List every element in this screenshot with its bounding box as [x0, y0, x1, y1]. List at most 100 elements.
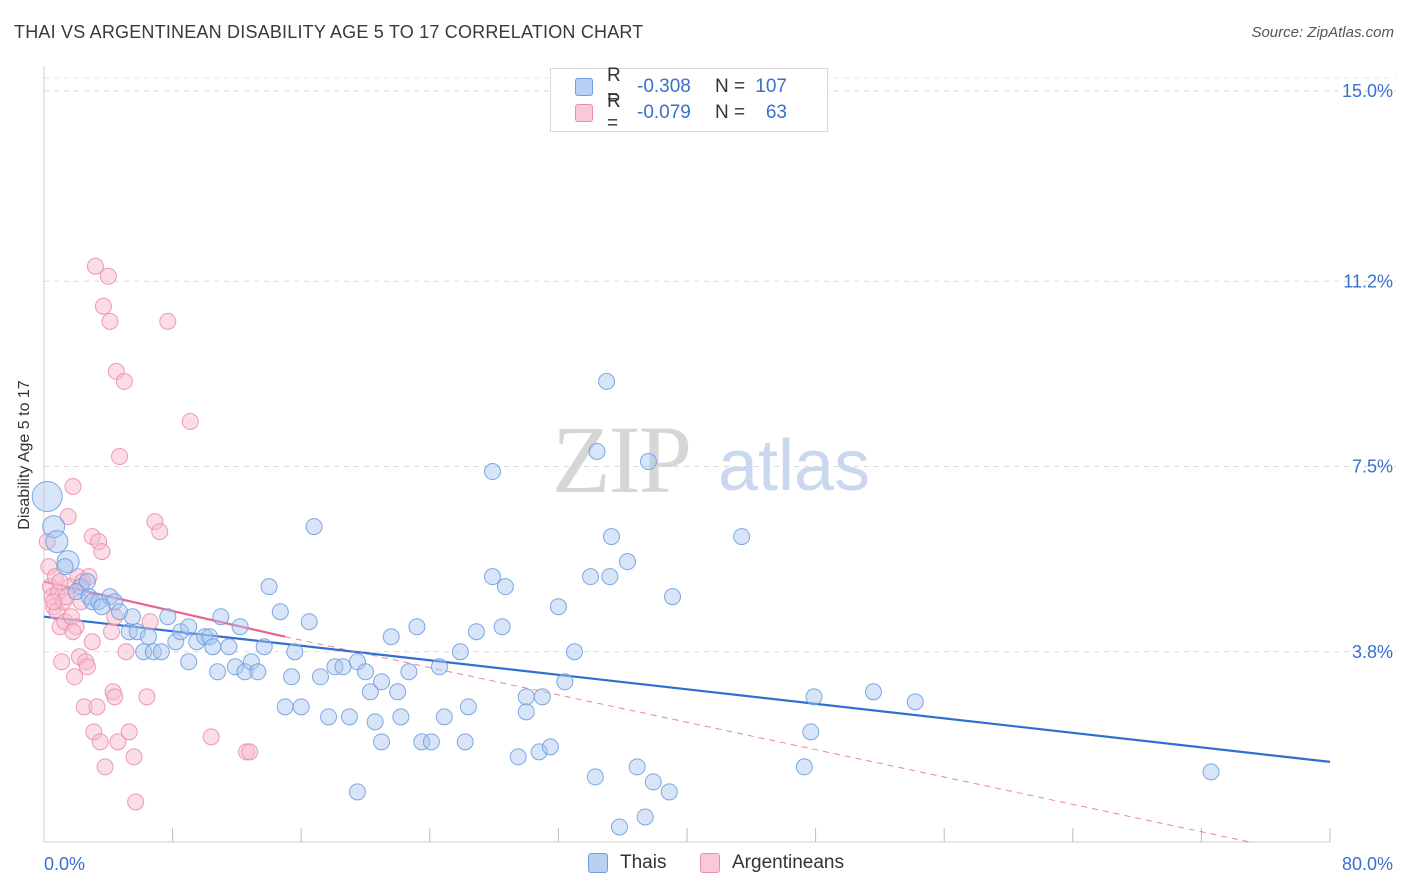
argentineans-point — [120, 723, 138, 741]
thais-point — [106, 593, 124, 611]
thais-point — [80, 588, 98, 606]
legend-r-label: R = — [607, 65, 621, 108]
thais-point — [67, 583, 85, 601]
argentineans-point — [103, 623, 121, 641]
thais-point — [636, 808, 654, 826]
thais-trend-line — [43, 615, 1331, 763]
watermark: ZIP atlas — [552, 406, 870, 513]
y-tick-label: 7.5% — [1352, 457, 1393, 477]
thais-point — [389, 683, 407, 701]
thais-point — [382, 628, 400, 646]
thais-point — [311, 668, 329, 686]
thais-point — [435, 708, 453, 726]
thais-point — [533, 688, 551, 706]
thais-point — [422, 733, 440, 751]
legend-row-argentineans: R = -0.079 N = 63 — [575, 91, 787, 134]
thais-point — [56, 550, 80, 574]
y-axis-label: Disability Age 5 to 17 — [16, 380, 33, 530]
thais-point — [292, 698, 310, 716]
thais-point — [242, 653, 260, 671]
thais-points — [31, 372, 1220, 836]
thais-point — [271, 603, 289, 621]
thais-point — [152, 643, 170, 661]
y-tick-label: 3.8% — [1352, 642, 1393, 662]
thais-point — [366, 713, 384, 731]
thais-point — [619, 553, 637, 571]
thais-point — [467, 623, 485, 641]
legend-r-label: R = — [607, 91, 621, 134]
thais-point — [180, 653, 198, 671]
argentineans-point — [83, 633, 101, 651]
legend-r-value: -0.308 — [637, 76, 691, 97]
correlation-legend: R = -0.308 N = 107 R = -0.079 N = 63 — [550, 65, 828, 134]
gridlines — [44, 77, 1396, 653]
thais-point — [565, 643, 583, 661]
thais-point — [628, 758, 646, 776]
thais-point — [286, 643, 304, 661]
thais-point — [334, 658, 352, 676]
thais-point — [361, 683, 379, 701]
series-legend-thais[interactable]: Thais — [588, 852, 666, 874]
thais-point — [31, 481, 63, 513]
argentineans-point — [64, 478, 82, 496]
thais-point — [660, 783, 678, 801]
thais-point — [305, 518, 323, 536]
thais-point — [408, 618, 426, 636]
thais-point — [45, 530, 69, 554]
thais-point — [493, 618, 511, 636]
argentineans-point — [106, 688, 124, 706]
y-axis-label-wrap: Disability Age 5 to 17 — [16, 306, 34, 529]
thais-point — [283, 668, 301, 686]
series-legend-argentineans[interactable]: Argentineans — [700, 852, 844, 874]
thais-point — [586, 768, 604, 786]
thais-point — [602, 528, 620, 546]
legend-n-value: 63 — [765, 102, 787, 123]
thais-point — [300, 613, 318, 631]
watermark-zip: ZIP — [552, 406, 690, 513]
legend-n-label: N = — [715, 76, 746, 97]
thais-point — [598, 372, 616, 390]
thais-point — [123, 608, 141, 626]
thais-point — [111, 603, 129, 621]
thais-point — [373, 673, 391, 691]
thais-point — [456, 733, 474, 751]
thais-point — [226, 658, 244, 676]
thais-swatch — [575, 78, 593, 96]
thais-legend-swatch — [588, 853, 608, 873]
argentineans-point — [66, 668, 84, 686]
thais-point — [795, 758, 813, 776]
thais-point — [255, 638, 273, 656]
thais-point — [906, 693, 924, 711]
argentineans-points — [38, 257, 259, 811]
thais-point — [392, 708, 410, 726]
argentineans-point — [241, 743, 259, 761]
thais-point — [249, 663, 267, 681]
argentineans-point — [86, 257, 104, 275]
argentineans-point — [88, 698, 106, 716]
argentineans-point — [138, 688, 156, 706]
chart-title: THAI VS ARGENTINEAN DISABILITY AGE 5 TO … — [14, 22, 644, 42]
thais-point — [517, 688, 535, 706]
thais-point — [167, 633, 185, 651]
argentineans-point — [109, 733, 127, 751]
thais-point — [201, 628, 219, 646]
thais-point — [159, 608, 177, 626]
thais-point — [93, 598, 111, 616]
argentineans-point — [99, 267, 117, 285]
thais-point — [139, 628, 157, 646]
argentineans-point — [117, 643, 135, 661]
x-tick-label: 0.0% — [44, 854, 85, 874]
thais-point — [42, 515, 66, 539]
thais-point — [276, 698, 294, 716]
axes — [43, 66, 1331, 843]
argentineans-point — [45, 593, 63, 611]
legend-r-value: -0.079 — [637, 102, 691, 123]
watermark-atlas: atlas — [718, 426, 870, 506]
thais-point — [78, 573, 96, 591]
thais-point — [348, 783, 366, 801]
thais-point — [400, 663, 418, 681]
argentineans-point — [96, 758, 114, 776]
thais-point — [1202, 763, 1220, 781]
x-tick-label: 80.0% — [1342, 854, 1393, 874]
thais-point — [549, 598, 567, 616]
